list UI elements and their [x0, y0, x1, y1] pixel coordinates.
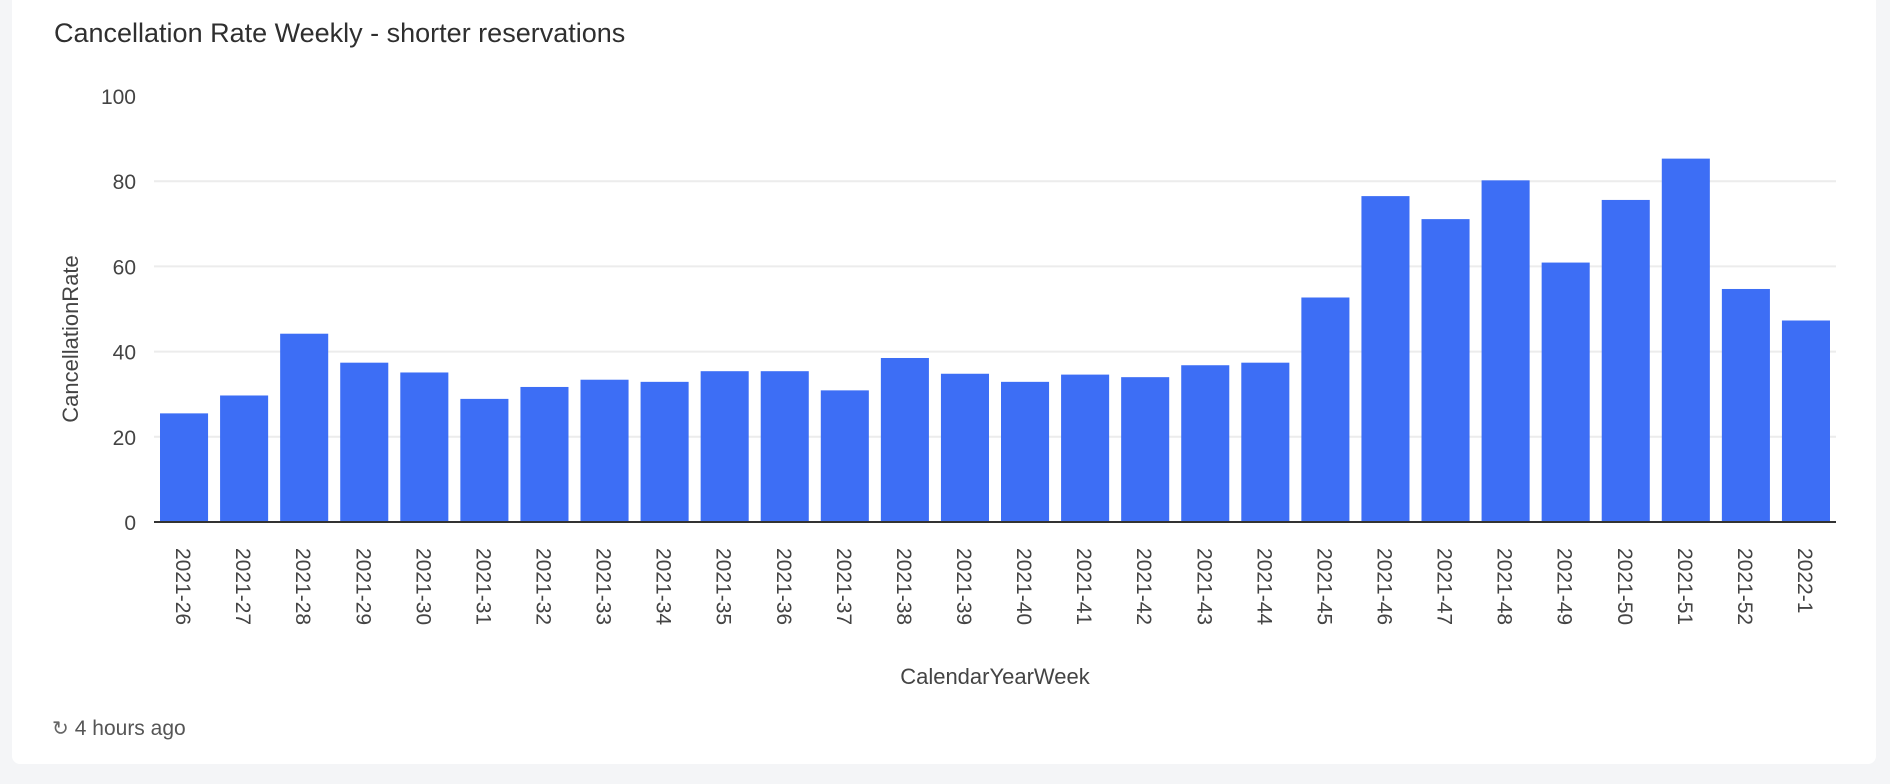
bar[interactable] — [940, 373, 989, 522]
x-tick-label: 2021-30 — [411, 548, 434, 625]
bar[interactable] — [1001, 381, 1050, 522]
y-tick-label: 40 — [113, 342, 136, 365]
bar[interactable] — [1061, 374, 1110, 522]
x-tick-label: 2022-1 — [1793, 548, 1816, 613]
bar[interactable] — [1541, 262, 1590, 522]
bar[interactable] — [520, 386, 569, 522]
x-tick-label: 2021-37 — [832, 548, 855, 625]
x-tick-label: 2021-47 — [1433, 548, 1456, 625]
bar[interactable] — [460, 398, 509, 522]
x-tick-label: 2021-42 — [1132, 548, 1155, 625]
bar[interactable] — [880, 357, 929, 522]
x-tick-label: 2021-51 — [1673, 548, 1696, 625]
bar[interactable] — [220, 395, 269, 522]
bar[interactable] — [1421, 219, 1470, 522]
x-tick-label: 2021-44 — [1252, 548, 1275, 625]
x-tick-label: 2021-36 — [772, 548, 795, 625]
x-tick-label: 2021-41 — [1072, 548, 1095, 625]
x-tick-label: 2021-45 — [1312, 548, 1335, 625]
updated-text: 4 hours ago — [74, 716, 186, 740]
x-tick-label: 2021-49 — [1553, 548, 1576, 625]
x-tick-label: 2021-35 — [712, 548, 735, 625]
bar[interactable] — [400, 372, 449, 522]
bar[interactable] — [1301, 297, 1350, 522]
x-tick-label: 2021-38 — [892, 548, 915, 625]
x-tick-label: 2021-48 — [1493, 548, 1516, 625]
bar[interactable] — [1181, 365, 1230, 522]
x-tick-label: 2021-39 — [952, 548, 975, 625]
x-tick-label: 2021-28 — [291, 548, 314, 625]
bar[interactable] — [1121, 377, 1170, 522]
x-tick-label: 2021-34 — [652, 548, 675, 625]
x-tick-label: 2021-46 — [1372, 548, 1395, 625]
x-tick-label: 2021-26 — [171, 548, 194, 625]
y-axis-title: CancellationRate — [58, 255, 83, 423]
bar[interactable] — [1361, 196, 1410, 523]
y-tick-label: 60 — [113, 256, 136, 279]
bar[interactable] — [700, 371, 749, 522]
x-tick-label: 2021-52 — [1733, 548, 1756, 625]
bar[interactable] — [280, 333, 329, 522]
bar[interactable] — [160, 413, 209, 522]
x-axis-title: CalendarYearWeek — [900, 664, 1091, 689]
x-tick-label: 2021-33 — [592, 548, 615, 625]
bar[interactable] — [1481, 180, 1530, 522]
y-tick-label: 80 — [113, 171, 136, 194]
refresh-icon[interactable]: ↻ — [52, 718, 69, 740]
x-tick-label: 2021-50 — [1613, 548, 1636, 625]
y-tick-label: 100 — [101, 86, 136, 109]
bar[interactable] — [340, 362, 389, 522]
bar[interactable] — [580, 379, 629, 522]
last-updated: ↻ 4 hours ago — [52, 716, 186, 741]
y-tick-label: 0 — [124, 512, 136, 535]
x-tick-label: 2021-43 — [1192, 548, 1215, 625]
x-tick-label: 2021-40 — [1012, 548, 1035, 625]
bar[interactable] — [1241, 362, 1290, 522]
bar[interactable] — [1781, 320, 1830, 522]
bar[interactable] — [760, 371, 809, 522]
y-tick-label: 20 — [113, 427, 136, 450]
chart-title: Cancellation Rate Weekly - shorter reser… — [54, 18, 626, 48]
x-tick-label: 2021-27 — [231, 548, 254, 625]
x-tick-label: 2021-29 — [351, 548, 374, 625]
bar[interactable] — [820, 390, 869, 522]
x-tick-label: 2021-32 — [531, 548, 554, 625]
bar[interactable] — [1601, 199, 1650, 522]
bar[interactable] — [1721, 288, 1770, 522]
x-tick-label: 2021-31 — [471, 548, 494, 625]
bar[interactable] — [1661, 158, 1710, 522]
bar[interactable] — [640, 381, 689, 522]
